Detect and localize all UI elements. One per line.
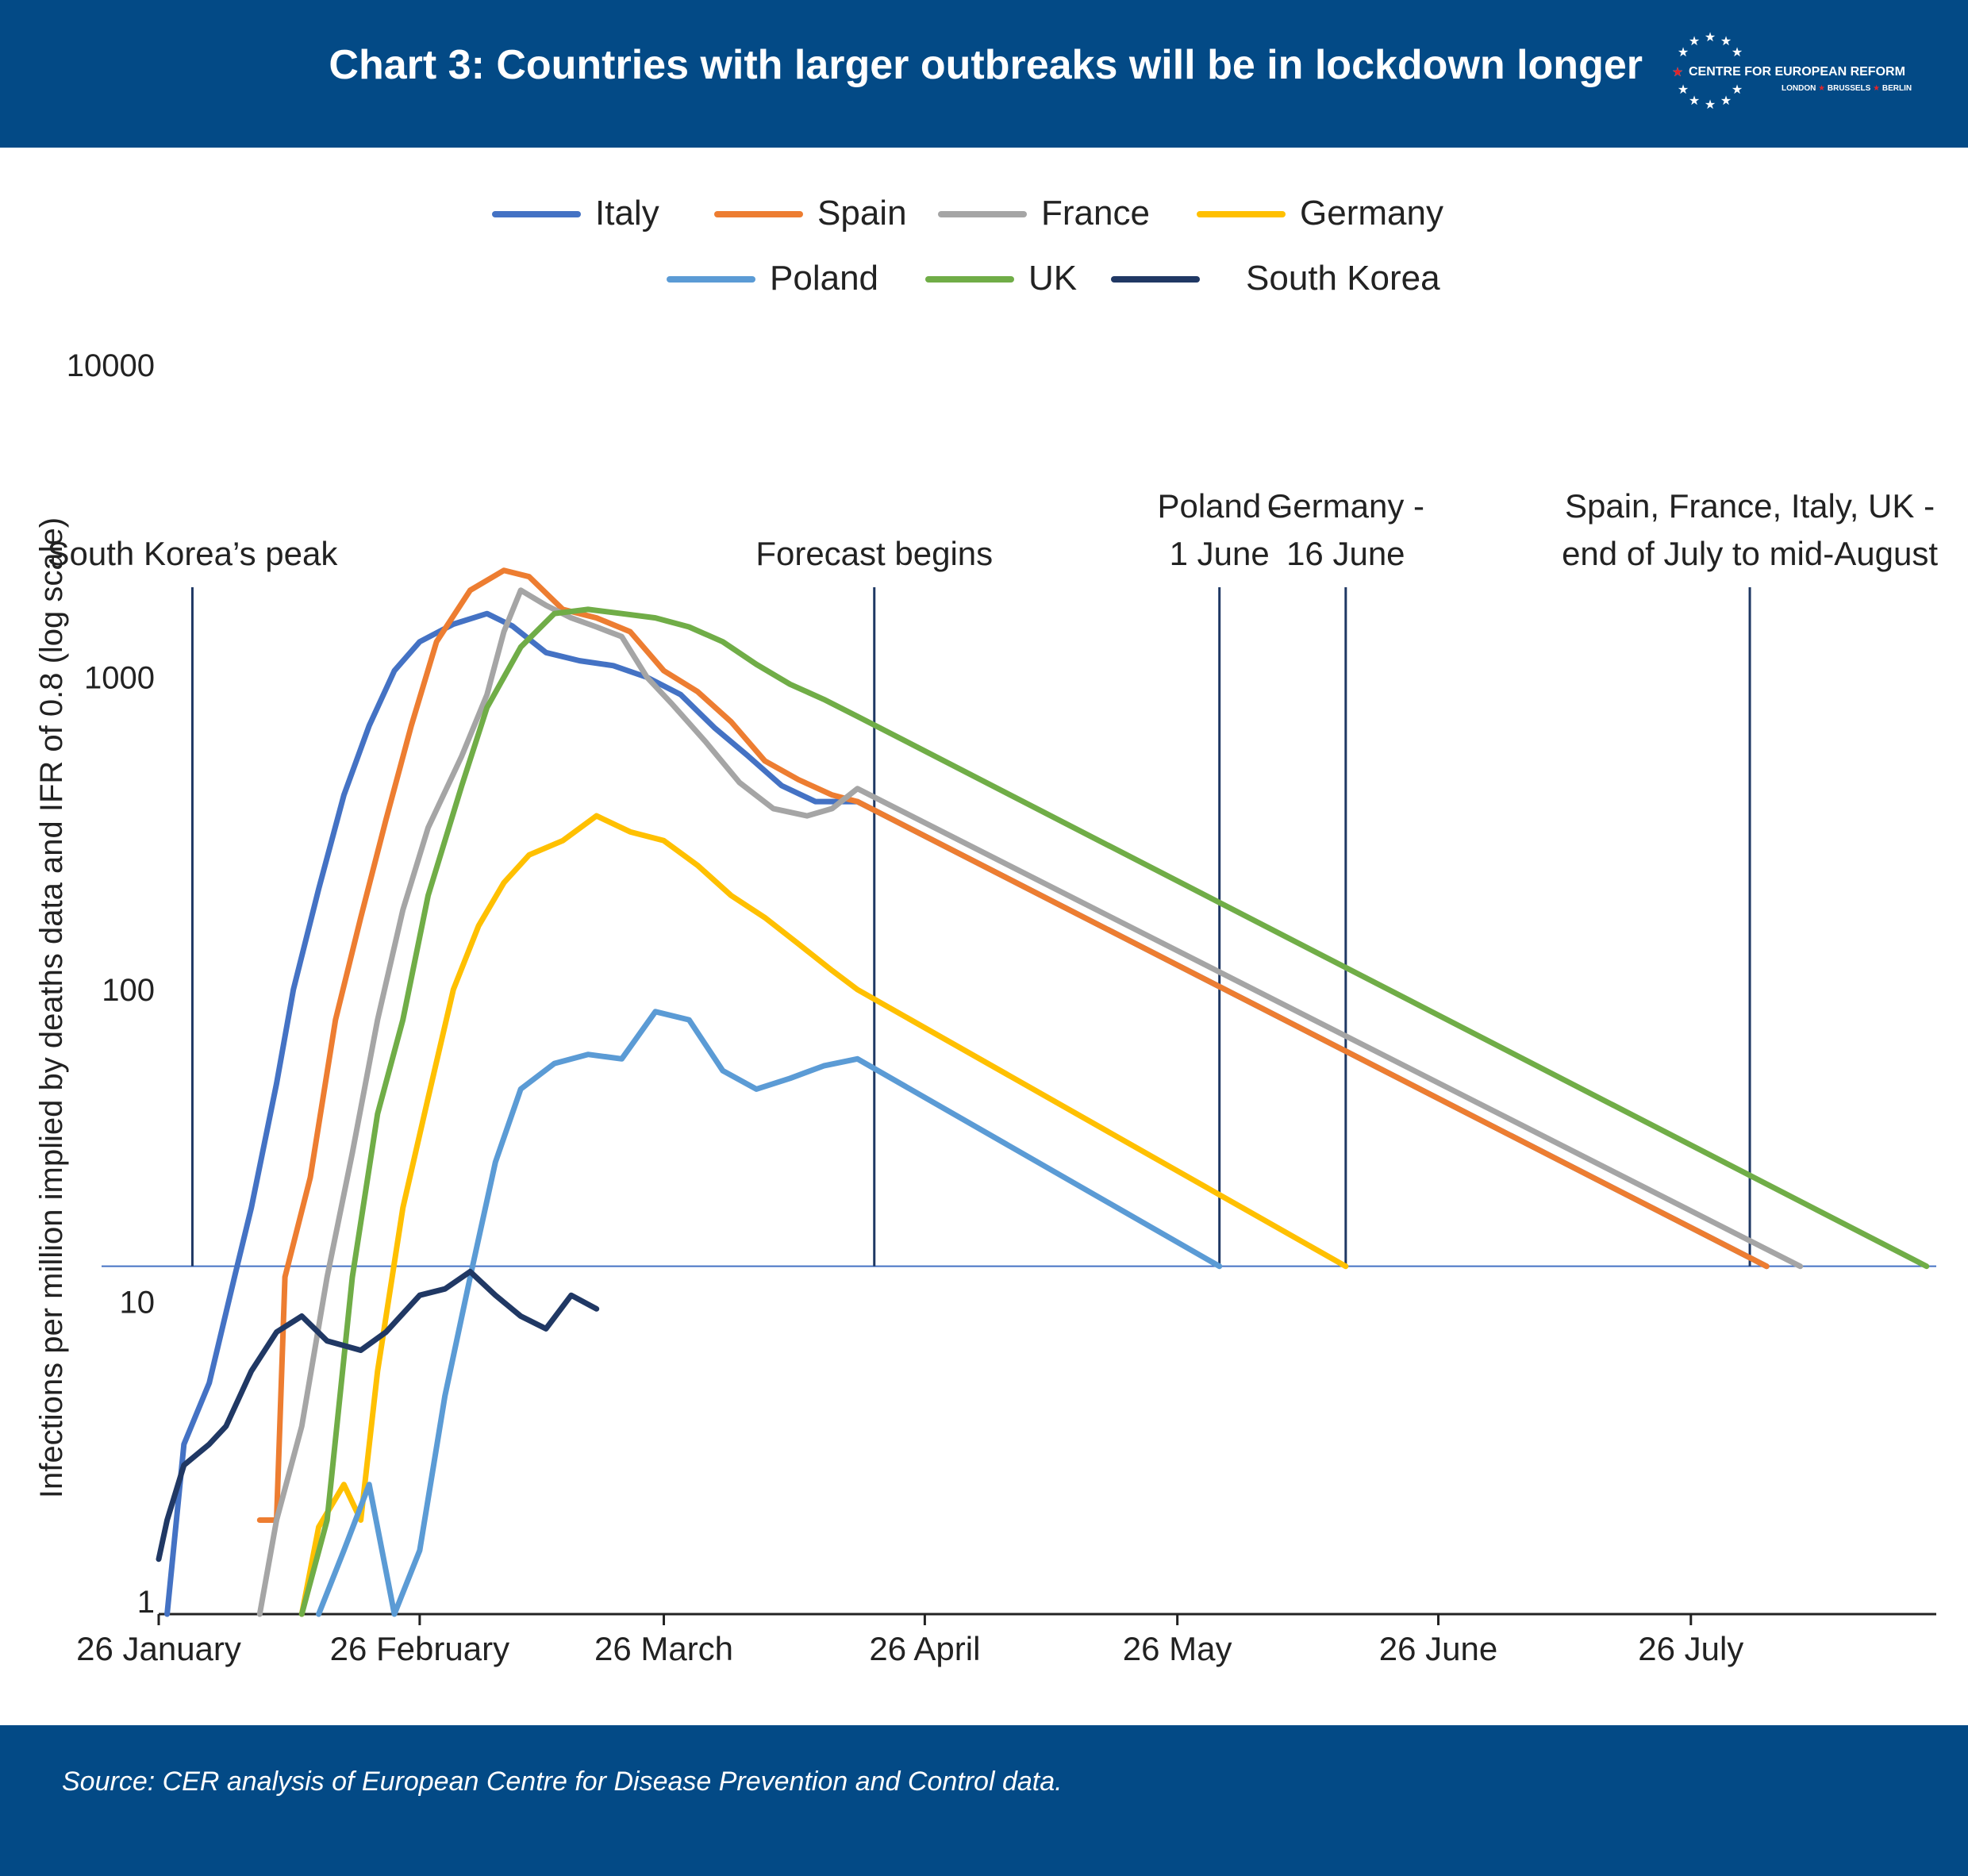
series-line-spain [256,567,1770,1523]
svg-text:★: ★ [1678,82,1689,97]
annotation-label: 16 June [1286,535,1405,572]
y-tick-label: 10000 [67,348,155,383]
svg-text:★: ★ [1689,93,1700,108]
legend-swatch [1197,211,1286,217]
svg-text:★: ★ [1672,64,1683,79]
series-line-uk [298,606,1930,1617]
annotation-label: Spain, France, Italy, UK - [1565,487,1935,525]
annotation-label: 1 June [1170,535,1270,572]
svg-text:★: ★ [1705,30,1716,44]
eu-stars-icon: ★ ★★ ★★ ★★ ★ ★★ ★ ★ [1672,30,1743,112]
legend-swatch [938,211,1027,217]
annotation-label: end of July to mid-August [1562,535,1938,572]
legend-label: Germany [1300,194,1443,233]
legend-label: South Korea [1246,259,1440,298]
line-chart: 26 January 26 February 26 March 26 April 26 … [34,348,1938,1667]
series-line-south-korea [156,1268,600,1563]
series-line-poland [316,1009,1223,1617]
chart-title: Chart 3: Countries with larger outbreaks… [329,42,1643,88]
y-axis-label: Infections per million implied by deaths… [34,517,69,1498]
logo-city: BERLIN [1882,84,1912,93]
legend-label: Poland [770,259,879,298]
svg-text:★: ★ [1705,97,1716,112]
x-tick-label: 26 July [1638,1630,1743,1667]
annotation-label: Poland - [1157,487,1281,525]
svg-text:★: ★ [1732,82,1743,97]
logo-city: BRUSSELS [1827,84,1871,93]
cer-logo: ★ ★ ★ ★ ★ ★ ★ ★ ★ ★ ★ ★ CENTRE FOR EUROPEAN RE… [1666,30,1936,117]
annotation-label: South Korea’s peak [48,535,339,572]
legend-swatch [492,211,581,217]
legend-swatch [925,276,1014,283]
y-tick-label: 10 [120,1286,156,1321]
header-bar: Chart 3: Countries with larger outbreaks… [0,0,1968,148]
svg-text:★: ★ [1732,44,1743,60]
x-tick-label: 26 June [1379,1630,1497,1667]
logo-name: CENTRE FOR EUROPEAN REFORM [1689,65,1905,79]
annotation-label: Forecast begins [755,535,993,572]
legend-label: France [1041,194,1150,233]
x-tick-label: 26 April [869,1630,980,1667]
logo-city: LONDON [1782,84,1816,93]
logo-cities: LONDON ★ BRUSSELS ★ BERLIN [1782,84,1912,93]
footer-bar: Source: CER analysis of European Centre … [0,1725,1968,1876]
annotation-label: Germany - [1267,487,1424,525]
svg-text:★: ★ [1672,64,1683,79]
source-note: Source: CER analysis of European Centre … [62,1766,1063,1797]
y-tick-label: 1000 [84,661,155,696]
series-line-germany [298,813,1349,1617]
legend-label: Italy [595,194,659,233]
x-tick-label: 26 February [330,1630,509,1667]
x-tick-label: 26 January [76,1630,241,1667]
x-tick-label: 26 May [1123,1630,1232,1667]
legend-label: Spain [817,194,907,233]
legend-swatch [714,211,803,217]
legend-swatch [1111,276,1200,283]
y-tick-label: 1 [137,1585,155,1620]
svg-text:★: ★ [1678,44,1689,60]
svg-text:★: ★ [1720,93,1732,108]
x-tick-label: 26 March [594,1630,733,1667]
svg-text:★: ★ [1689,33,1700,48]
legend-swatch [667,276,755,283]
y-tick-label: 100 [102,973,155,1008]
legend-label: UK [1028,259,1078,298]
series-line-france [256,587,1804,1617]
series-line-italy [164,610,1770,1617]
svg-text:★: ★ [1720,33,1732,48]
